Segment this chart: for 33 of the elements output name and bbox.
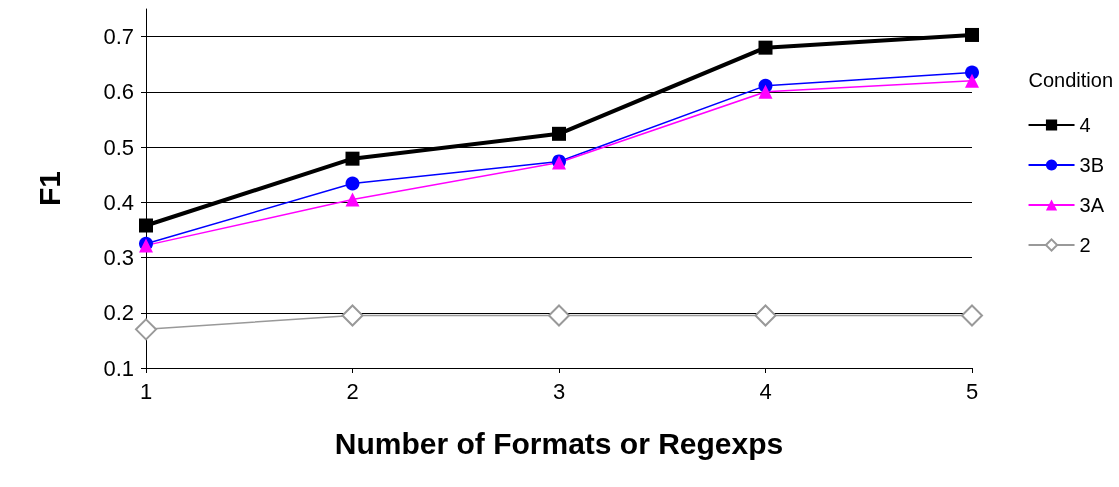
point — [345, 192, 360, 207]
x-tick-label: 4 — [759, 378, 772, 404]
point — [965, 73, 979, 88]
point — [139, 218, 153, 233]
legend-label: 3B — [1079, 154, 1105, 176]
point — [548, 304, 570, 327]
y-tick-label: 0.6 — [103, 79, 134, 105]
y-tick-label: 0.1 — [103, 355, 134, 381]
y-tick-label: 0.7 — [103, 24, 134, 50]
y-axis-title: F1 — [32, 170, 66, 207]
y-tick-label: 0.4 — [103, 189, 134, 215]
point — [552, 126, 566, 141]
point — [341, 304, 364, 327]
point — [754, 304, 777, 327]
legend-title: Condition — [1028, 69, 1114, 91]
y-tick-label: 0.5 — [103, 134, 134, 160]
legend-label: 3A — [1079, 194, 1105, 216]
point — [345, 176, 360, 191]
y-tick-label: 0.2 — [103, 300, 134, 326]
x-tick-label: 1 — [139, 378, 153, 404]
x-tick-label: 2 — [346, 378, 359, 404]
legend-label: 4 — [1079, 114, 1091, 136]
x-axis-title: Number of Formats or Regexps — [334, 426, 784, 460]
legend-label: 2 — [1079, 234, 1091, 256]
point — [135, 318, 157, 341]
point — [758, 84, 773, 99]
y-tick-label: 0.3 — [103, 245, 134, 271]
x-tick-label: 3 — [552, 378, 566, 404]
point — [965, 27, 979, 42]
point — [345, 151, 360, 166]
x-tick-label: 5 — [965, 378, 979, 404]
point — [758, 40, 773, 55]
point — [961, 304, 983, 327]
